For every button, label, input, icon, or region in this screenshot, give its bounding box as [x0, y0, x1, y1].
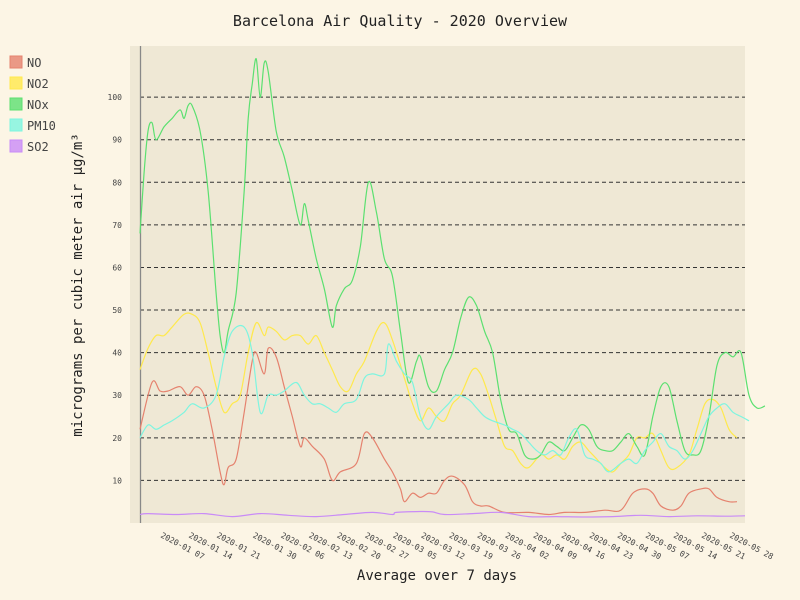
y-tick-label: 90: [112, 136, 122, 145]
grid: [140, 96, 745, 481]
y-axis-ticks: 10 20 30 40 50 60 70 80 90 100: [108, 93, 123, 485]
legend-swatch-nox: [9, 97, 23, 111]
series-line-pm10: [139, 324, 750, 473]
y-tick-label: 80: [112, 178, 122, 187]
y-tick-label: 30: [112, 391, 122, 400]
y-tick-label: 100: [108, 93, 123, 102]
y-axis-title: micrograms per cubic meter air µg/m³: [70, 133, 86, 436]
y-tick-label: 50: [112, 306, 122, 315]
legend-label-no2: NO2: [27, 77, 49, 91]
series-line-nox: [139, 58, 766, 460]
y-tick-label: 10: [112, 476, 122, 485]
legend: NO NO2 NOx PM10 SO2: [9, 55, 56, 154]
legend-swatch-so2: [9, 139, 23, 153]
legend-swatch-no2: [9, 76, 23, 90]
y-tick-label: 60: [112, 263, 122, 272]
legend-swatch-no: [9, 55, 23, 69]
series-line-no: [139, 347, 738, 516]
series-line-so2: [139, 510, 746, 518]
legend-swatch-pm10: [9, 118, 23, 132]
chart-title: Barcelona Air Quality - 2020 Overview: [233, 12, 568, 30]
legend-label-pm10: PM10: [27, 119, 56, 133]
x-axis-title: Average over 7 days: [357, 568, 517, 584]
legend-label-nox: NOx: [27, 98, 49, 112]
legend-label-so2: SO2: [27, 140, 49, 154]
y-tick-label: 20: [112, 434, 122, 443]
y-tick-label: 70: [112, 221, 122, 230]
plot-area: [130, 46, 745, 523]
series-layer: [139, 58, 766, 518]
legend-label-no: NO: [27, 56, 41, 70]
y-tick-label: 40: [112, 349, 122, 358]
